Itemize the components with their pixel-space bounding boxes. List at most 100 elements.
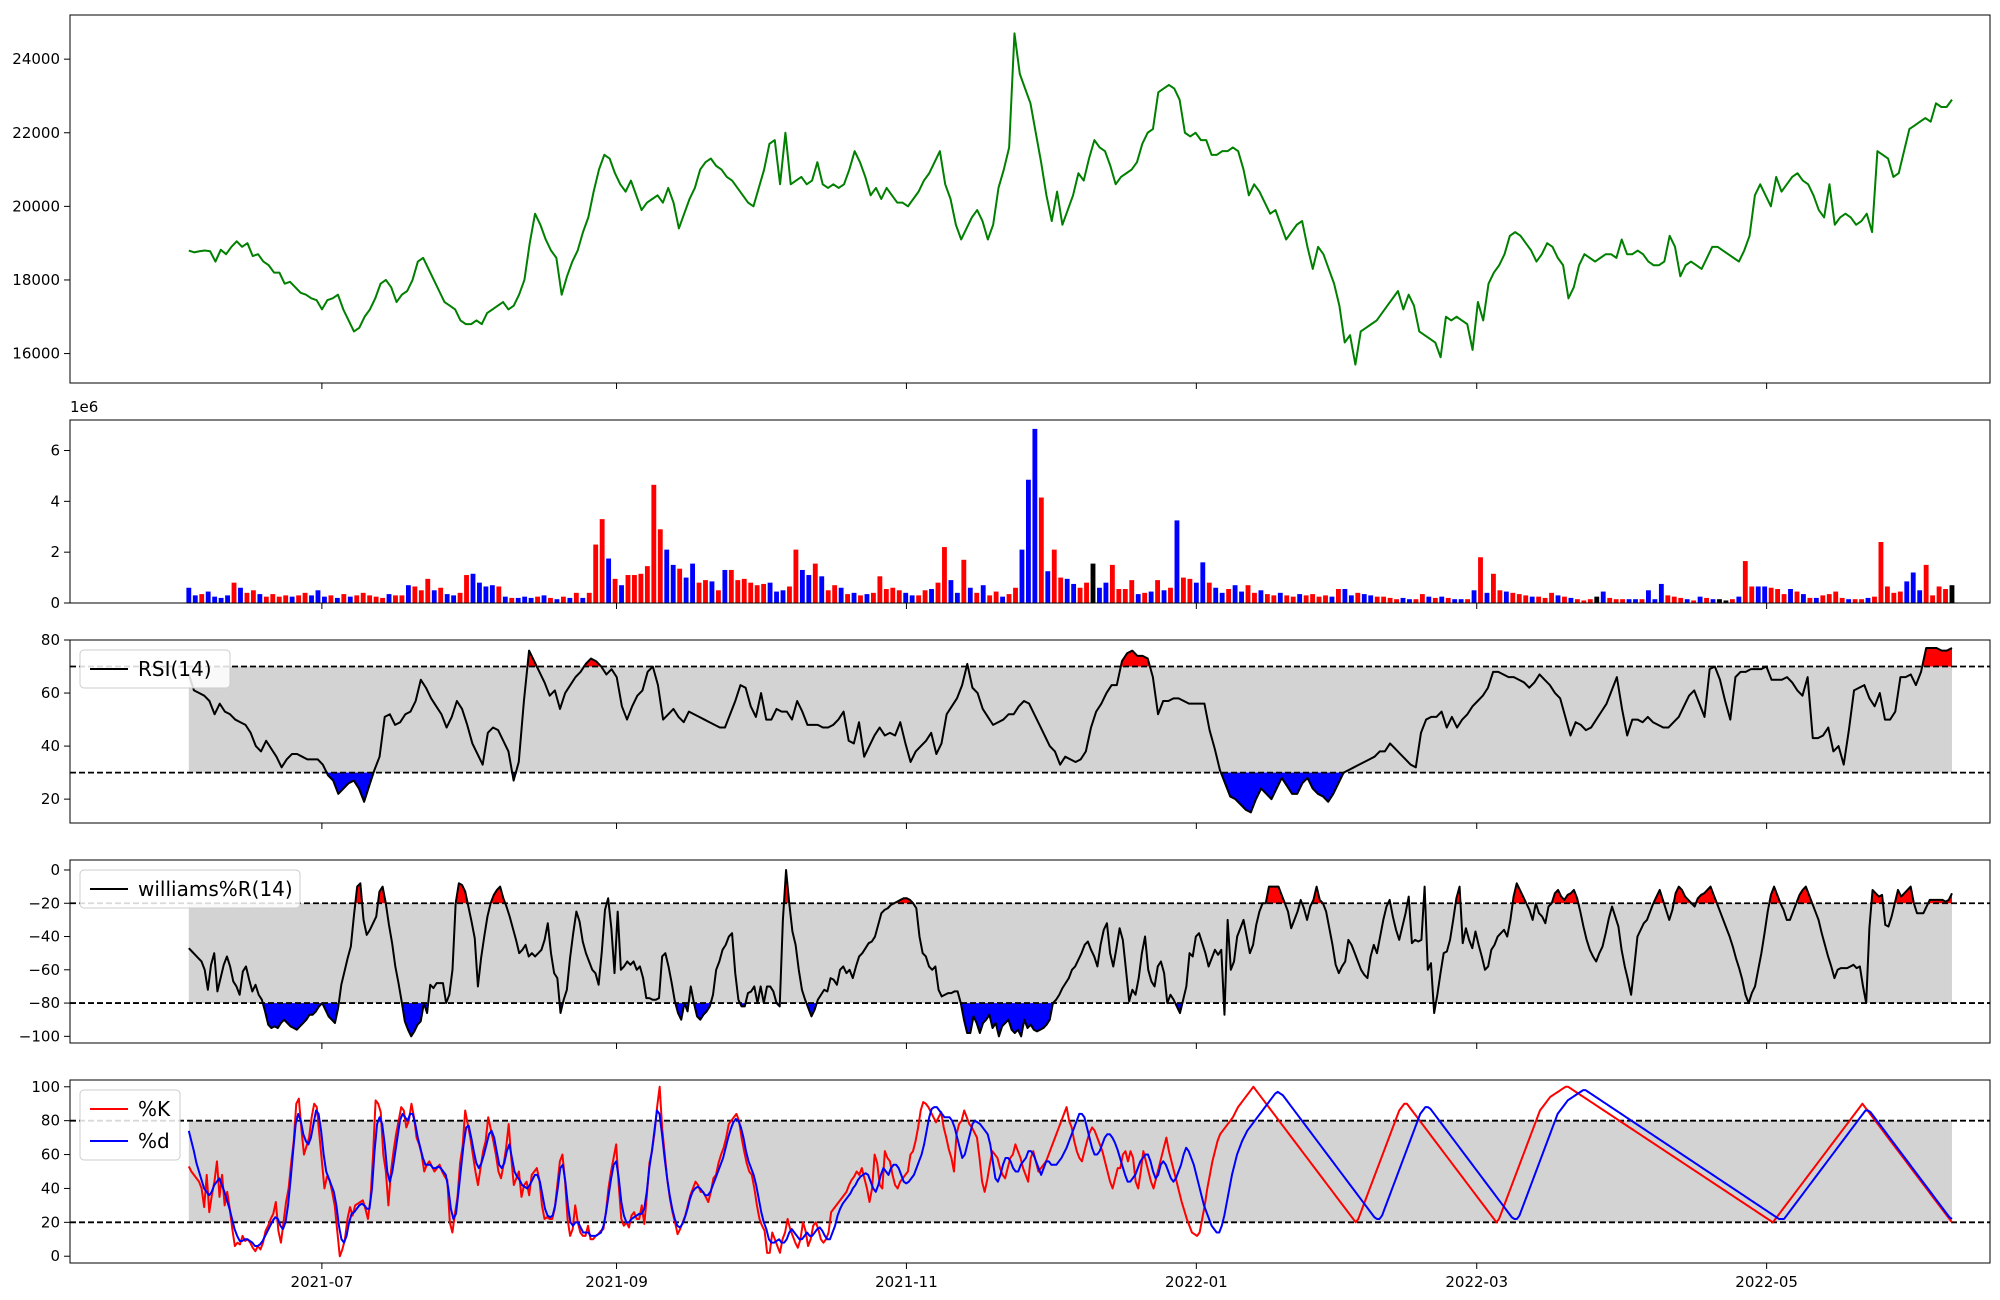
volume-bar xyxy=(412,586,418,603)
volume-bar xyxy=(670,564,676,603)
volume-bar xyxy=(360,592,366,603)
volume-bar xyxy=(612,578,618,603)
x-tick-label: 2021-07 xyxy=(291,1273,354,1291)
volume-bar xyxy=(864,594,870,603)
y-tick-label: −40 xyxy=(28,928,60,946)
volume-bar xyxy=(276,596,282,603)
volume-bar xyxy=(541,595,547,603)
volume-bar xyxy=(1768,587,1774,603)
volume-bar xyxy=(186,587,192,603)
volume-bar xyxy=(1135,594,1141,603)
volume-bar xyxy=(347,596,353,603)
volume-bar xyxy=(787,586,792,603)
d-line xyxy=(187,1089,1953,1248)
plot-frame xyxy=(69,1079,1991,1264)
volume-bar xyxy=(748,582,754,603)
volume-bar xyxy=(1193,582,1199,603)
y-tick-label: 18000 xyxy=(12,271,60,289)
volume-bar xyxy=(987,595,993,603)
volume-bar xyxy=(1374,596,1380,603)
volume-bar xyxy=(993,591,999,603)
volume-bar xyxy=(735,580,741,603)
volume-bar xyxy=(722,569,728,603)
volume-bar xyxy=(929,589,934,603)
volume-bar xyxy=(289,596,295,603)
volume-bar xyxy=(1174,520,1180,603)
volume-bar xyxy=(1407,599,1412,603)
y-tick-label: 20 xyxy=(41,1213,60,1231)
volume-bar xyxy=(1639,599,1645,603)
volume-bar xyxy=(806,575,812,603)
volume-bar xyxy=(1342,589,1348,603)
y-tick-label: 22000 xyxy=(12,124,60,142)
threshold-band xyxy=(188,666,1952,773)
volume-bar xyxy=(1801,594,1806,603)
legend-box xyxy=(79,649,231,689)
volume-bar xyxy=(560,596,566,603)
y-tick-label: 0 xyxy=(50,1247,60,1265)
volume-bar xyxy=(619,585,624,603)
volume-bar xyxy=(1090,563,1096,603)
volume-bar xyxy=(1510,592,1516,603)
volume-bar xyxy=(1478,557,1483,603)
volume-bar xyxy=(1084,582,1089,603)
volume-bar xyxy=(1839,597,1845,603)
volume-bar xyxy=(328,595,334,603)
volume-bar xyxy=(961,559,967,603)
volume-bar xyxy=(1613,599,1619,603)
y-tick-label: 16000 xyxy=(12,345,60,363)
y-tick-label: −80 xyxy=(28,994,60,1012)
indicator-line xyxy=(188,868,1953,1038)
y-tick-label: 0 xyxy=(50,861,60,879)
volume-bar xyxy=(502,596,508,603)
x-tick-label: 2021-09 xyxy=(585,1273,648,1291)
volume-bar xyxy=(683,577,689,603)
legend-box xyxy=(79,869,301,909)
volume-bar xyxy=(606,558,612,603)
y-tick-label: −20 xyxy=(28,894,60,912)
volume-bar xyxy=(1355,592,1361,603)
stochastic-panel: 0 20 40 60 80 100 %K %d xyxy=(31,1078,1991,1265)
volume-bar xyxy=(942,547,947,603)
y-tick-label: 4 xyxy=(50,492,60,510)
volume-bar xyxy=(1439,596,1445,603)
volume-bar xyxy=(1077,587,1083,603)
overbought-fill xyxy=(527,647,1952,667)
volume-bar xyxy=(877,576,883,603)
volume-bar xyxy=(1310,594,1316,603)
volume-bar xyxy=(1697,596,1703,603)
volume-bar xyxy=(799,569,805,603)
volume-bar xyxy=(1775,589,1781,603)
volume-bar xyxy=(851,592,857,603)
indicator-line xyxy=(187,646,1953,814)
volume-bar xyxy=(257,594,263,603)
volume-bar xyxy=(528,597,534,603)
volume-bar xyxy=(1219,592,1225,603)
volume-bar xyxy=(405,585,411,603)
volume-bar xyxy=(1607,597,1613,603)
volume-bar xyxy=(192,595,198,603)
volume-bar xyxy=(1852,599,1858,603)
volume-bar xyxy=(438,587,444,603)
volume-bar xyxy=(535,596,540,603)
volume-bar xyxy=(1536,596,1542,603)
williams-panel: −100 −80 −60 −40 −20 0 williams%R(14) xyxy=(19,859,1991,1045)
volume-bar xyxy=(586,592,592,603)
volume-bar xyxy=(767,582,773,603)
volume-bar xyxy=(1587,599,1593,603)
volume-bar xyxy=(509,597,515,603)
volume-bar xyxy=(1387,597,1393,603)
volume-bar xyxy=(548,597,553,603)
volume-bar xyxy=(354,595,360,603)
volume-bar xyxy=(1904,581,1910,603)
legend-box xyxy=(79,1089,181,1161)
volume-bar xyxy=(1471,590,1477,603)
volume-bar xyxy=(1620,599,1626,603)
volume-bar xyxy=(418,590,424,603)
volume-bar xyxy=(644,566,650,603)
volume-bar xyxy=(464,575,469,603)
volume-bar xyxy=(1232,585,1238,603)
volume-bar xyxy=(1252,592,1257,603)
plot-frame xyxy=(69,419,1991,604)
